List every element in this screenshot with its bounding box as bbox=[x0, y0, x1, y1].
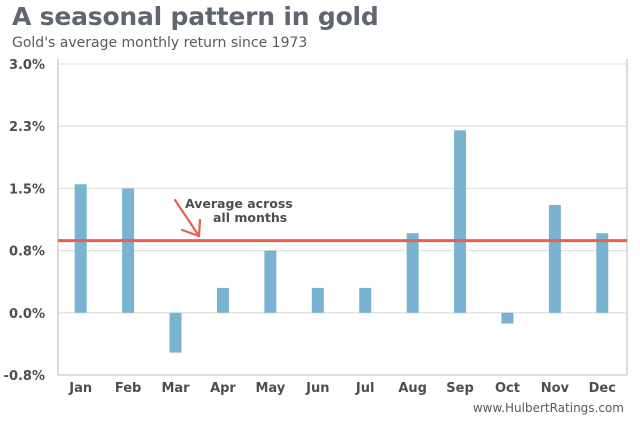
x-tick-label: Jun bbox=[305, 381, 329, 396]
bar-oct bbox=[501, 312, 514, 324]
bar-jun bbox=[311, 287, 324, 313]
bar-may bbox=[264, 250, 277, 313]
grid-lines bbox=[57, 59, 628, 376]
bar-dec bbox=[596, 233, 609, 313]
bar-aug bbox=[406, 233, 419, 313]
x-axis-tick-labels: Jan Feb Mar Apr May Jun Jul Aug Sep Oct Nov Dec bbox=[68, 381, 616, 396]
bar-jan bbox=[74, 184, 87, 313]
annotation-line-1: Average across bbox=[185, 196, 293, 211]
x-tick-label: Nov bbox=[541, 381, 570, 396]
x-tick-label: Feb bbox=[115, 381, 141, 396]
x-tick-label: Sep bbox=[446, 381, 474, 396]
annotation-line-2: all months bbox=[213, 210, 287, 225]
source-credit: www.HulbertRatings.com bbox=[472, 401, 624, 415]
x-tick-label: Oct bbox=[495, 381, 520, 396]
bar-apr bbox=[216, 287, 229, 313]
x-tick-label: May bbox=[255, 381, 285, 396]
y-tick-label: 0.8% bbox=[9, 245, 45, 260]
y-tick-label: 2.3% bbox=[9, 120, 45, 135]
bar-feb bbox=[122, 188, 135, 313]
bar-sep bbox=[454, 130, 467, 313]
x-tick-label: Dec bbox=[589, 381, 616, 396]
average-annotation: Average across all months bbox=[173, 196, 293, 238]
x-tick-label: Mar bbox=[161, 381, 190, 396]
y-axis-tick-labels: 3.0% 2.3% 1.5% 0.8% 0.0% -0.8% bbox=[4, 58, 45, 384]
x-tick-label: Aug bbox=[398, 381, 427, 396]
chart-title: A seasonal pattern in gold bbox=[12, 2, 379, 31]
x-tick-label: Jan bbox=[68, 381, 92, 396]
bar-jul bbox=[359, 287, 372, 313]
y-tick-label: -0.8% bbox=[4, 369, 45, 384]
y-tick-label: 1.5% bbox=[9, 182, 45, 197]
arrow-icon bbox=[173, 198, 202, 238]
chart-subtitle: Gold's average monthly return since 1973 bbox=[12, 35, 308, 51]
bar-mar bbox=[169, 312, 182, 353]
bar-nov bbox=[548, 204, 561, 313]
x-tick-label: Jul bbox=[355, 381, 375, 396]
y-tick-label: 3.0% bbox=[9, 58, 45, 73]
bars bbox=[74, 130, 609, 353]
y-tick-label: 0.0% bbox=[9, 307, 45, 322]
x-tick-label: Apr bbox=[210, 381, 236, 396]
